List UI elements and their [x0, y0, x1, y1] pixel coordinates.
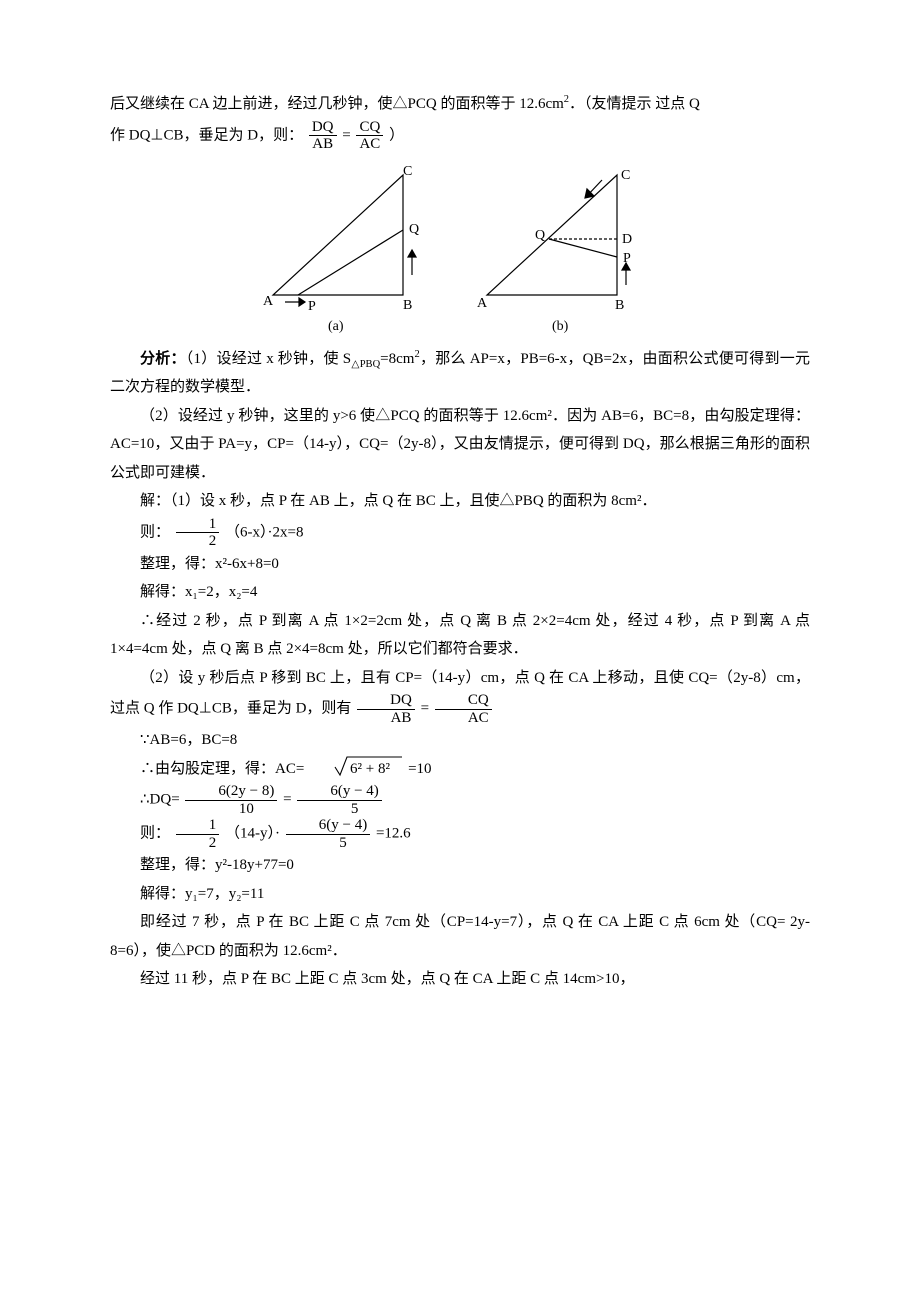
fraction: CQAC	[356, 119, 383, 153]
label-C: C	[621, 168, 630, 183]
label-B: B	[403, 298, 412, 313]
label-P: P	[623, 251, 631, 266]
label-A: A	[477, 296, 488, 311]
denominator: 10	[185, 801, 277, 818]
label-D: D	[622, 232, 632, 247]
solution-2-pythagoras: ∴由勾股定理，得：AC= 6² + 8² =10	[110, 755, 810, 784]
text: ）	[389, 127, 404, 143]
label-Q: Q	[535, 228, 545, 243]
solution-2-conclusion-2: 经过 11 秒，点 P 在 BC 上距 C 点 3cm 处，点 Q 在 CA 上…	[110, 965, 810, 994]
fraction: 6(2y − 8)10	[185, 783, 277, 817]
denominator: AB	[357, 710, 415, 727]
solution-2-area-eq: 则： 12 （14-y）· 6(y − 4)5 =12.6	[110, 817, 810, 851]
fraction: DQAB	[309, 119, 337, 153]
solution-2-given: ∵AB=6，BC=8	[110, 726, 810, 755]
numerator: CQ	[435, 692, 492, 710]
text: 则：	[140, 826, 170, 842]
fraction: CQAC	[435, 692, 492, 726]
analysis-2: （2）设经过 y 秒钟，这里的 y>6 使△PCQ 的面积等于 12.6cm²．…	[110, 402, 810, 488]
numerator: 1	[176, 817, 220, 835]
fraction: DQAB	[357, 692, 415, 726]
label-Q: Q	[409, 222, 419, 237]
text: ∴DQ=	[140, 792, 180, 808]
numerator: 6(y − 4)	[286, 817, 370, 835]
numerator: DQ	[357, 692, 415, 710]
label-A: A	[263, 294, 274, 309]
solution-1-simplify: 整理，得：x²-6x+8=0	[110, 550, 810, 579]
problem-continuation: 后又继续在 CA 边上前进，经过几秒钟，使△PCQ 的面积等于 12.6cm2．…	[110, 90, 810, 119]
equals: =	[283, 792, 295, 808]
text: ．（友情提示 过点 Q	[569, 96, 700, 112]
solution-1-intro: 解：（1）设 x 秒，点 P 在 AB 上，点 Q 在 BC 上，且使△PBQ …	[110, 487, 810, 516]
solution-1-roots: 解得：x₁=2，x₂=4	[110, 578, 810, 607]
denominator: AB	[309, 136, 337, 153]
solution-1-conclusion: ∴经过 2 秒，点 P 到离 A 点 1×2=2cm 处，点 Q 离 B 点 2…	[110, 607, 810, 664]
numerator: DQ	[309, 119, 337, 137]
sub: △PBQ	[351, 359, 380, 370]
analysis-1: 分析：（1）设经过 x 秒钟，使 S△PBQ=8cm2，那么 AP=x，PB=6…	[110, 345, 810, 402]
numerator: 1	[176, 516, 220, 534]
text: 作 DQ⊥CB，垂足为 D，则：	[110, 127, 303, 143]
text: =12.6	[376, 826, 411, 842]
text: （6-x）·2x=8	[225, 524, 303, 540]
solution-2-conclusion-1: 即经过 7 秒，点 P 在 BC 上距 C 点 7cm 处（CP=14-y=7）…	[110, 908, 810, 965]
caption-b: (b)	[552, 319, 569, 334]
label-P: P	[308, 299, 316, 314]
text: 后又继续在 CA 边上前进，经过几秒钟，使△PCQ 的面积等于 12.6cm	[110, 96, 564, 112]
fraction: 6(y − 4)5	[297, 783, 381, 817]
text: ∴由勾股定理，得：AC=	[140, 761, 304, 777]
figure-a: A B C P Q (a)	[253, 165, 443, 335]
fraction-half: 12	[176, 817, 220, 851]
text: =10	[404, 761, 431, 777]
label-B: B	[615, 298, 624, 313]
label-C: C	[403, 165, 412, 179]
denominator: AC	[435, 710, 492, 727]
denominator: 2	[176, 835, 220, 852]
sqrt: 6² + 8²	[304, 755, 404, 784]
fraction-half: 12	[176, 516, 220, 550]
text: （1）设经过 x 秒钟，使 S	[186, 351, 351, 367]
text: 则：	[140, 524, 170, 540]
denominator: 5	[297, 801, 381, 818]
denominator: AC	[356, 136, 383, 153]
solution-2-roots: 解得：y₁=7，y₂=11	[110, 880, 810, 909]
solution-2-intro: （2）设 y 秒后点 P 移到 BC 上，且有 CP=（14-y）cm，点 Q …	[110, 664, 810, 727]
numerator: CQ	[356, 119, 383, 137]
text: （14-y）·	[225, 826, 280, 842]
analysis-label: 分析：	[140, 351, 186, 367]
denominator: 5	[286, 835, 370, 852]
fraction: 6(y − 4)5	[286, 817, 370, 851]
solution-2-simplify: 整理，得：y²-18y+77=0	[110, 851, 810, 880]
figures: A B C P Q (a) A B C D Q P	[110, 165, 810, 335]
numerator: 6(y − 4)	[297, 783, 381, 801]
caption-a: (a)	[328, 319, 344, 334]
numerator: 6(2y − 8)	[185, 783, 277, 801]
solution-2-dq: ∴DQ= 6(2y − 8)10 = 6(y − 4)5	[110, 783, 810, 817]
problem-hint: 作 DQ⊥CB，垂足为 D，则： DQAB = CQAC ）	[110, 119, 810, 153]
svg-text:6² + 8²: 6² + 8²	[350, 761, 390, 777]
figure-b: A B C D Q P (b)	[467, 165, 667, 335]
solution-1-eq: 则： 12 （6-x）·2x=8	[110, 516, 810, 550]
denominator: 2	[176, 533, 220, 550]
text: =8cm	[380, 351, 414, 367]
